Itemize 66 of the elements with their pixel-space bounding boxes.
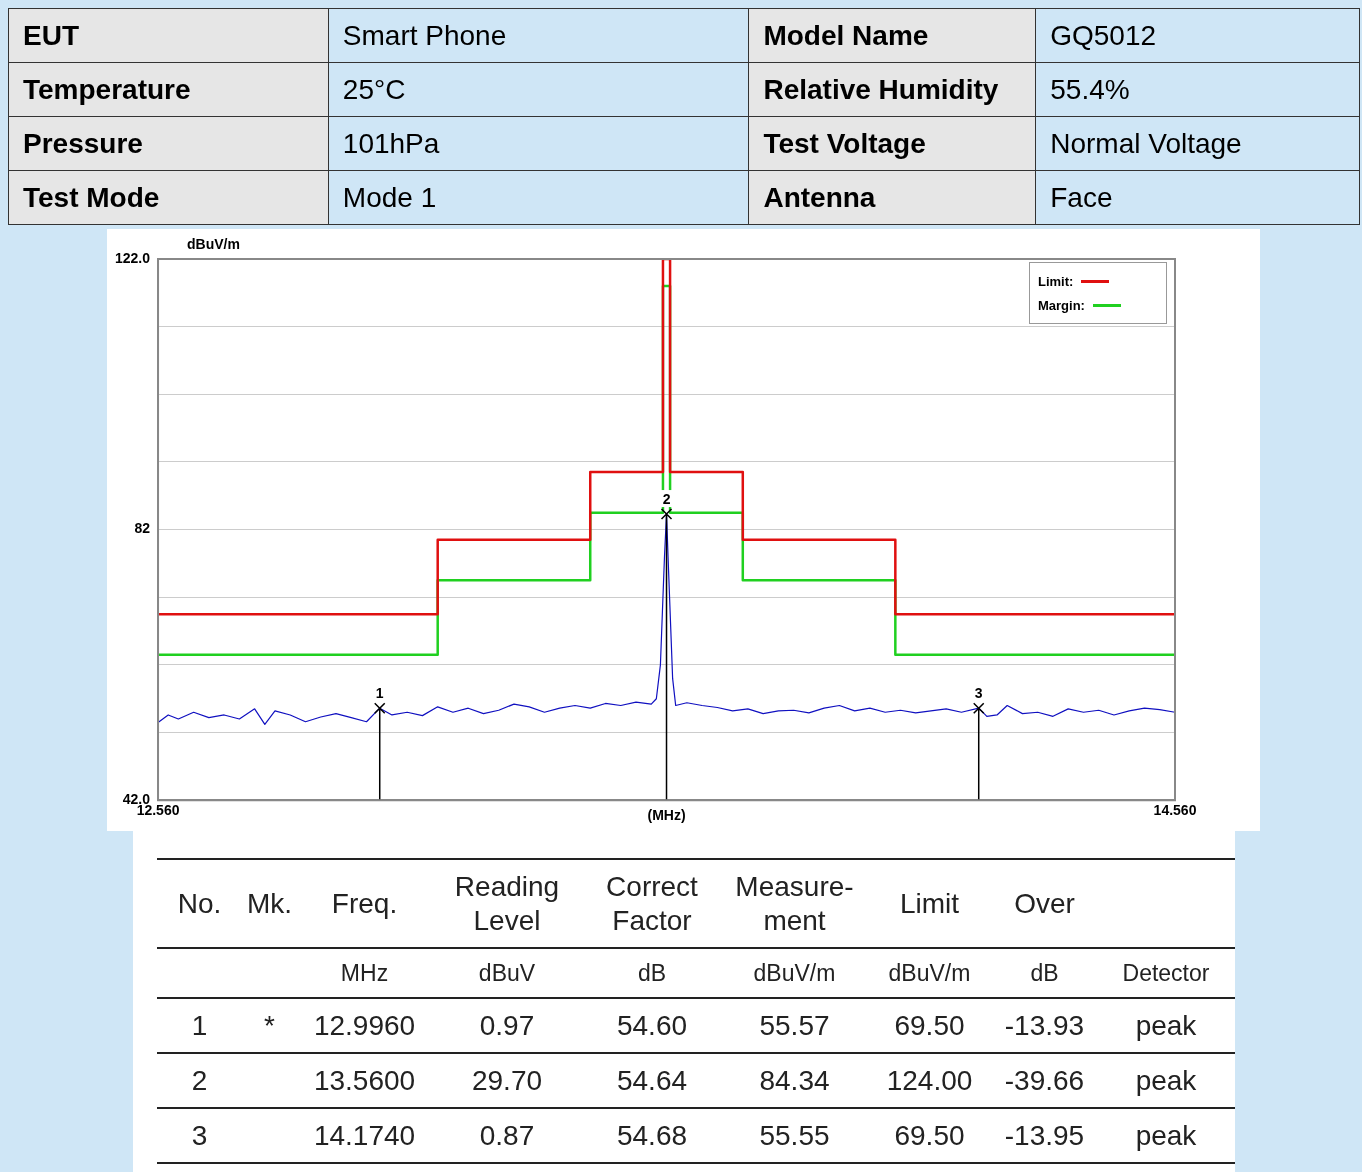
text: 55.57 <box>722 998 867 1053</box>
text: Detector <box>1097 948 1235 998</box>
text: 54.64 <box>582 1053 722 1108</box>
text: 101hPa <box>328 116 749 171</box>
text: Over <box>992 859 1097 948</box>
legend-label: Limit: <box>1038 273 1074 289</box>
text: Face <box>1035 170 1360 225</box>
text: 55.55 <box>722 1108 867 1163</box>
text: Mk. <box>242 859 297 948</box>
text: 3 <box>157 1108 242 1163</box>
text: Correct Factor <box>582 859 722 948</box>
annotation: 3 <box>974 685 983 702</box>
text: peak <box>1097 1108 1235 1163</box>
text: dBuV/m <box>867 948 992 998</box>
text: -13.95 <box>992 1108 1097 1163</box>
text: 55.4% <box>1035 62 1360 117</box>
text: Mode 1 <box>328 170 749 225</box>
text: dBuV/m <box>722 948 867 998</box>
text: 1 <box>157 998 242 1053</box>
text: Limit <box>867 859 992 948</box>
text: Pressure <box>8 116 329 171</box>
text: 0.97 <box>432 998 582 1053</box>
text: Model Name <box>748 8 1036 63</box>
text: 84.34 <box>722 1053 867 1108</box>
x-tick-label: 14.560 <box>1153 802 1197 819</box>
text: MHz <box>297 948 432 998</box>
text: Freq. <box>297 859 432 948</box>
y-tick-label: 82 <box>134 520 151 537</box>
annotation: 2 <box>662 491 671 508</box>
annotation: 1 <box>375 685 384 702</box>
text: 54.60 <box>582 998 722 1053</box>
legend-label: Margin: <box>1038 297 1085 313</box>
text: 124.00 <box>867 1053 992 1108</box>
text: 13.5600 <box>297 1053 432 1108</box>
text: Temperature <box>8 62 329 117</box>
text: 69.50 <box>867 998 992 1053</box>
text: EUT <box>8 8 329 63</box>
text: Normal Voltage <box>1035 116 1360 171</box>
y-tick-label: 122.0 <box>114 249 151 266</box>
text: peak <box>1097 1053 1235 1108</box>
text: 0.87 <box>432 1108 582 1163</box>
text: 29.70 <box>432 1053 582 1108</box>
text: Antenna <box>748 170 1036 225</box>
text: Measure- ment <box>722 859 867 948</box>
text: 69.50 <box>867 1108 992 1163</box>
text: -39.66 <box>992 1053 1097 1108</box>
text: dB <box>992 948 1097 998</box>
text: GQ5012 <box>1035 8 1360 63</box>
text: dBuV <box>432 948 582 998</box>
text: Reading Level <box>432 859 582 948</box>
x-axis-title: (MHz) <box>647 807 686 824</box>
y-axis-title: dBuV/m <box>187 236 240 252</box>
text: Smart Phone <box>328 8 749 63</box>
text: 14.1740 <box>297 1108 432 1163</box>
text: -13.93 <box>992 998 1097 1053</box>
text: 2 <box>157 1053 242 1108</box>
text: 12.9960 <box>297 998 432 1053</box>
text: Test Voltage <box>748 116 1036 171</box>
text: * <box>242 998 297 1053</box>
text: No. <box>157 859 242 948</box>
text: peak <box>1097 998 1235 1053</box>
text: 54.68 <box>582 1108 722 1163</box>
text: Test Mode <box>8 170 329 225</box>
text: dB <box>582 948 722 998</box>
text: Relative Humidity <box>748 62 1036 117</box>
text: 25°C <box>328 62 749 117</box>
